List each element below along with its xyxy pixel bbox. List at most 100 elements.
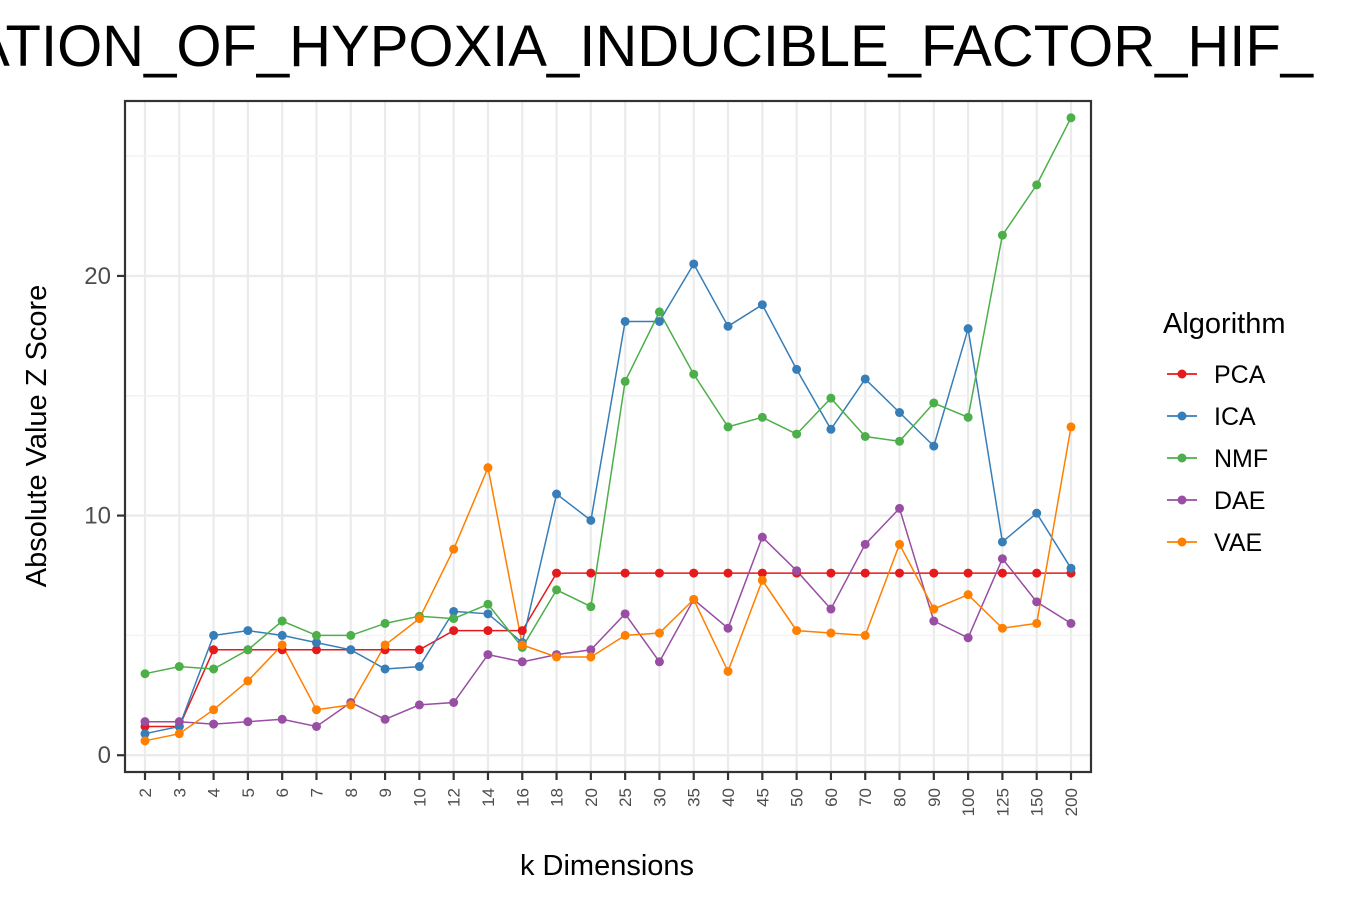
data-point-pca	[723, 568, 733, 578]
data-point-dae	[586, 645, 596, 655]
legend-point-dae	[1177, 495, 1187, 505]
data-point-pca	[517, 626, 527, 636]
data-point-pca	[997, 568, 1007, 578]
x-tick-label: 100	[959, 788, 978, 816]
data-point-nmf	[895, 436, 905, 446]
x-tick-label: 7	[307, 788, 326, 797]
legend-item-pca: PCA	[1167, 361, 1266, 389]
legend: Algorithm PCA ICA NMF DAE VAE	[1163, 308, 1286, 557]
x-tick-label: 14	[479, 788, 498, 807]
data-point-dae	[757, 532, 767, 542]
data-point-vae	[997, 623, 1007, 633]
data-point-dae	[311, 721, 321, 731]
y-axis-label: Absolute Value Z Score	[21, 285, 53, 588]
data-point-nmf	[620, 376, 630, 386]
data-point-dae	[174, 717, 184, 727]
data-point-dae	[414, 700, 424, 710]
data-point-vae	[449, 544, 459, 554]
data-point-nmf	[723, 422, 733, 432]
x-tick-label: 12	[445, 788, 464, 807]
data-point-ica	[826, 424, 836, 434]
legend-items: PCA ICA NMF DAE VAE	[1167, 361, 1268, 557]
data-point-dae	[380, 714, 390, 724]
x-tick-label: 35	[685, 788, 704, 807]
data-point-vae	[140, 736, 150, 746]
data-point-nmf	[654, 307, 664, 317]
data-point-pca	[311, 645, 321, 655]
data-point-pca	[895, 568, 905, 578]
data-point-pca	[620, 568, 630, 578]
x-tick-label: 200	[1062, 788, 1081, 816]
data-point-nmf	[1032, 180, 1042, 190]
data-point-nmf	[586, 602, 596, 612]
data-point-pca	[586, 568, 596, 578]
legend-point-pca	[1177, 369, 1187, 379]
plot-panel-border	[123, 99, 1093, 774]
data-point-ica	[963, 324, 973, 334]
data-point-dae	[929, 616, 939, 626]
data-point-nmf	[860, 432, 870, 441]
data-point-nmf	[689, 369, 699, 379]
legend-item-dae: DAE	[1167, 487, 1265, 515]
data-point-pca	[1032, 568, 1042, 578]
data-point-dae	[1066, 618, 1076, 628]
x-tick-label: 90	[925, 788, 944, 807]
x-tick-label: 6	[273, 788, 292, 797]
data-point-vae	[483, 463, 493, 473]
data-point-ica	[792, 364, 802, 374]
data-point-nmf	[277, 616, 287, 626]
x-axis-label: k Dimensions	[520, 850, 694, 882]
data-point-vae	[380, 640, 390, 650]
data-point-vae	[1032, 618, 1042, 628]
x-tick-label: 4	[205, 788, 224, 797]
data-point-vae	[174, 729, 184, 739]
data-point-vae	[586, 652, 596, 662]
data-point-vae	[654, 628, 664, 638]
data-point-nmf	[140, 669, 150, 679]
data-point-nmf	[209, 664, 219, 674]
data-point-dae	[654, 657, 664, 667]
data-point-dae	[483, 650, 493, 660]
data-point-vae	[552, 652, 562, 662]
series-line-dae	[145, 506, 1072, 728]
data-point-ica	[140, 729, 150, 739]
legend-point-nmf	[1177, 453, 1187, 463]
data-point-pca	[689, 568, 699, 578]
data-point-dae	[449, 698, 459, 708]
data-point-ica	[723, 321, 733, 331]
grid-layer	[125, 101, 1091, 772]
data-point-ica	[311, 638, 321, 648]
data-point-pca	[209, 645, 219, 655]
data-point-dae	[243, 717, 253, 727]
data-point-dae	[895, 503, 905, 513]
data-point-ica	[689, 259, 699, 269]
series-line-pca	[145, 572, 1071, 728]
x-tick-label: 9	[376, 788, 395, 797]
data-point-nmf	[792, 429, 802, 439]
data-point-pca	[414, 645, 424, 655]
data-point-vae	[792, 626, 802, 636]
data-point-nmf	[174, 662, 184, 672]
x-tick-label: 70	[856, 788, 875, 807]
x-tick-label: 30	[650, 788, 669, 807]
data-point-dae	[209, 719, 219, 729]
data-point-pca	[552, 568, 562, 578]
data-point-vae	[414, 614, 424, 624]
data-point-vae	[689, 594, 699, 604]
data-point-dae	[620, 609, 630, 619]
legend-point-ica	[1177, 411, 1187, 421]
x-tick-label: 5	[239, 788, 258, 797]
data-point-pca	[826, 568, 836, 578]
x-tick-label: 60	[822, 788, 841, 807]
x-tick-label: 40	[719, 788, 738, 807]
data-point-dae	[792, 566, 802, 576]
y-tick-label: 0	[98, 742, 111, 769]
data-point-vae	[517, 640, 527, 650]
data-point-vae	[757, 575, 767, 585]
data-point-nmf	[826, 393, 836, 403]
data-point-nmf	[483, 599, 493, 609]
x-tick-label: 8	[342, 788, 361, 797]
legend-label-dae: DAE	[1214, 487, 1265, 515]
x-tick-label: 125	[993, 788, 1012, 816]
